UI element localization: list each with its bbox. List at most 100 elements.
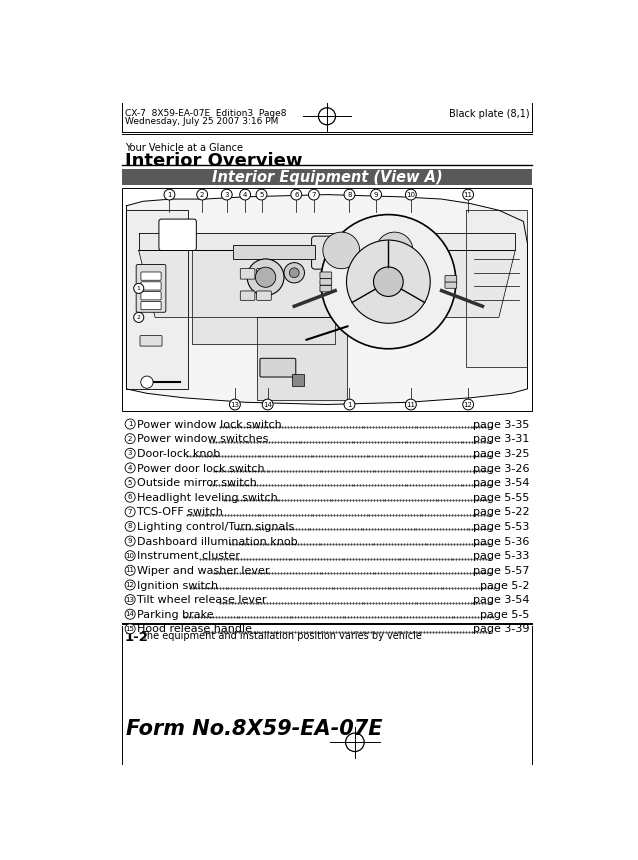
Text: The equipment and installation position varies by vehicle: The equipment and installation position …: [141, 630, 422, 641]
Text: Dashboard illumination knob: Dashboard illumination knob: [137, 537, 298, 547]
Text: page 5-33: page 5-33: [473, 551, 530, 562]
Circle shape: [125, 419, 135, 429]
Polygon shape: [138, 232, 516, 250]
Text: page 3-25: page 3-25: [473, 449, 530, 459]
Circle shape: [134, 284, 144, 293]
Circle shape: [247, 259, 284, 296]
Text: 11: 11: [126, 568, 135, 574]
Circle shape: [344, 189, 355, 200]
Polygon shape: [138, 250, 516, 317]
Text: Wiper and washer lever: Wiper and washer lever: [137, 566, 270, 576]
FancyBboxPatch shape: [233, 245, 315, 260]
Text: page 3-31: page 3-31: [473, 434, 530, 445]
Text: 1: 1: [137, 286, 141, 291]
Text: 2: 2: [137, 315, 141, 320]
FancyBboxPatch shape: [320, 272, 332, 279]
Circle shape: [125, 580, 135, 590]
Circle shape: [230, 399, 241, 410]
Polygon shape: [126, 210, 188, 389]
FancyBboxPatch shape: [445, 275, 457, 282]
Circle shape: [134, 312, 144, 322]
FancyBboxPatch shape: [320, 279, 332, 286]
Text: 13: 13: [126, 597, 135, 603]
Text: Your Vehicle at a Glance: Your Vehicle at a Glance: [124, 144, 242, 153]
Circle shape: [125, 433, 135, 444]
Polygon shape: [192, 250, 335, 344]
Text: page 5-55: page 5-55: [473, 493, 530, 503]
Circle shape: [125, 477, 135, 488]
Text: page 3-26: page 3-26: [473, 464, 530, 474]
FancyBboxPatch shape: [445, 282, 457, 288]
FancyBboxPatch shape: [292, 374, 304, 385]
FancyBboxPatch shape: [141, 272, 161, 280]
Text: 3: 3: [225, 192, 229, 198]
Polygon shape: [466, 210, 528, 366]
Circle shape: [255, 267, 276, 287]
Circle shape: [405, 399, 416, 410]
Circle shape: [405, 189, 416, 200]
FancyBboxPatch shape: [141, 302, 161, 310]
Circle shape: [164, 189, 175, 200]
Bar: [122, 187, 531, 411]
Circle shape: [323, 232, 360, 268]
Circle shape: [371, 189, 382, 200]
FancyBboxPatch shape: [320, 286, 332, 292]
FancyBboxPatch shape: [141, 292, 161, 300]
FancyBboxPatch shape: [136, 265, 166, 312]
Text: 1: 1: [347, 402, 352, 408]
Circle shape: [344, 399, 355, 410]
Text: 10: 10: [126, 553, 135, 559]
Circle shape: [125, 594, 135, 605]
Circle shape: [321, 215, 456, 349]
Circle shape: [376, 232, 413, 268]
Text: 5: 5: [128, 480, 132, 486]
Text: 4: 4: [243, 192, 248, 198]
Text: 13: 13: [230, 402, 239, 408]
Circle shape: [125, 536, 135, 546]
Circle shape: [262, 399, 273, 410]
Text: Power window lock switch: Power window lock switch: [137, 420, 282, 430]
Text: 10: 10: [406, 192, 415, 198]
Text: 9: 9: [374, 192, 378, 198]
Circle shape: [125, 521, 135, 531]
Text: Outside mirror switch: Outside mirror switch: [137, 478, 257, 488]
Text: 6: 6: [294, 192, 299, 198]
Text: Interior Equipment (View A): Interior Equipment (View A): [212, 169, 442, 185]
Text: 14: 14: [126, 611, 135, 617]
Text: 1: 1: [128, 421, 132, 427]
Circle shape: [125, 492, 135, 502]
Text: page 5-5: page 5-5: [480, 610, 530, 620]
Text: 4: 4: [128, 465, 132, 471]
Circle shape: [346, 240, 430, 323]
Text: 7: 7: [311, 192, 316, 198]
Text: page 5-22: page 5-22: [473, 507, 530, 518]
Text: 2: 2: [128, 436, 132, 442]
Text: CX-7  8X59-EA-07E  Edition3  Page8: CX-7 8X59-EA-07E Edition3 Page8: [124, 108, 286, 118]
Text: page 5-36: page 5-36: [473, 537, 530, 547]
Text: 12: 12: [126, 582, 135, 588]
Text: Interior Overview: Interior Overview: [124, 152, 302, 170]
Circle shape: [125, 565, 135, 575]
Circle shape: [125, 448, 135, 458]
Text: 8: 8: [347, 192, 352, 198]
Circle shape: [256, 189, 267, 200]
Text: 3: 3: [128, 451, 132, 457]
Text: page 3-35: page 3-35: [473, 420, 530, 430]
Text: Door-lock knob: Door-lock knob: [137, 449, 220, 459]
Text: Tilt wheel release lever: Tilt wheel release lever: [137, 595, 267, 605]
Text: 11: 11: [464, 192, 473, 198]
Text: Power window switches: Power window switches: [137, 434, 269, 445]
Text: 6: 6: [128, 494, 132, 501]
Text: page 5-53: page 5-53: [473, 522, 530, 532]
Text: 1-2: 1-2: [124, 630, 149, 643]
Circle shape: [221, 189, 232, 200]
Text: Lighting control/Turn signals: Lighting control/Turn signals: [137, 522, 294, 532]
FancyBboxPatch shape: [311, 237, 424, 269]
Circle shape: [463, 189, 473, 200]
FancyBboxPatch shape: [260, 359, 296, 377]
Text: 5: 5: [259, 192, 263, 198]
Circle shape: [284, 262, 304, 283]
FancyBboxPatch shape: [141, 282, 161, 290]
Text: page 3-54: page 3-54: [473, 478, 530, 488]
Text: 1: 1: [167, 192, 172, 198]
